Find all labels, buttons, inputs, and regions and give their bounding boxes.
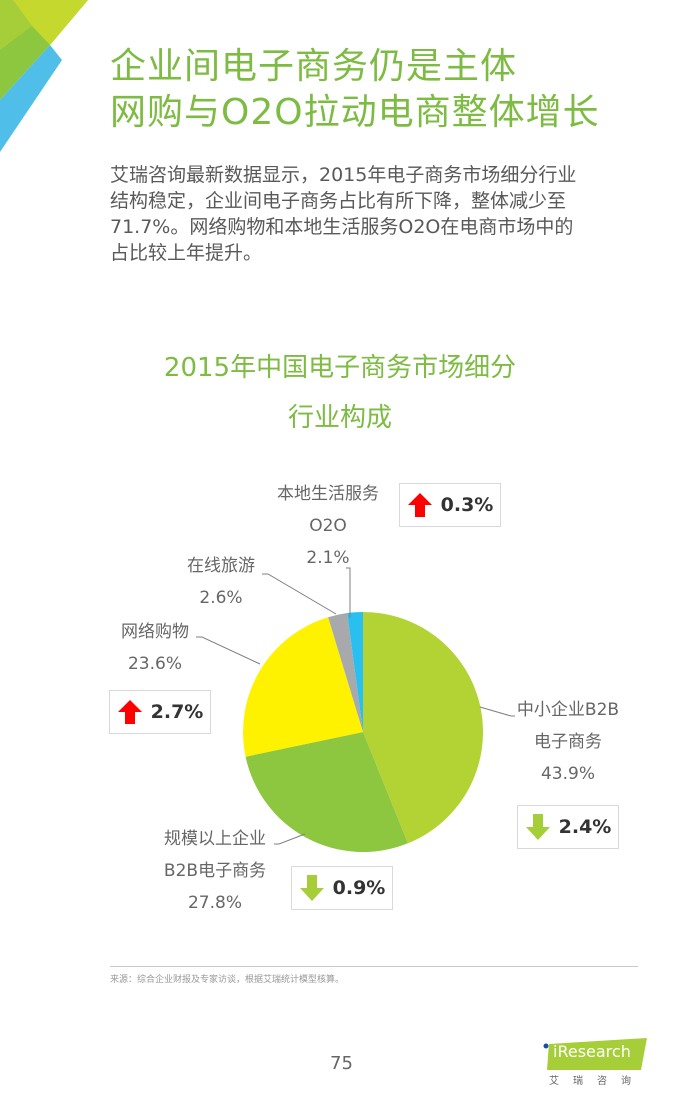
intro-line: 结构稳定，企业间电子商务占比有所下降，整体减少至 [110, 190, 567, 212]
chart-title: 2015年中国电子商务市场细分 行业构成 [0, 343, 680, 443]
arrow-up-icon [407, 493, 432, 517]
label-text: 规模以上企业 [164, 829, 266, 849]
label-text: 中小企业B2B [516, 700, 620, 720]
label-local-o2o: 本地生活服务 O2O 2.1% [258, 478, 398, 574]
corner-decoration [0, 0, 88, 152]
page-title: 企业间电子商务仍是主体 网购与O2O拉动电商整体增长 [110, 44, 600, 136]
arrow-down-icon [525, 814, 550, 840]
change-value: 2.4% [558, 816, 612, 838]
change-value: 0.9% [332, 877, 386, 899]
chart-title-line-2: 行业构成 [287, 403, 392, 433]
page-number: 75 [330, 1053, 353, 1074]
intro-line: 71.7%。网络购物和本地生活服务O2O在电商市场中的 [110, 216, 574, 238]
label-text: 本地生活服务 [277, 484, 379, 504]
source-note: 来源：综合企业财报及专家访谈，根据艾瑞统计模型核算。 [110, 975, 345, 985]
label-text: O2O [309, 516, 347, 536]
label-text: 网络购物 [121, 622, 189, 642]
chart-title-line-1: 2015年中国电子商务市场细分 [163, 353, 517, 383]
slice-local-o2o [347, 611, 363, 732]
logo-text: iResearch [553, 1042, 631, 1061]
slice-large-b2b [245, 732, 408, 853]
arrow-up-icon [117, 700, 142, 724]
change-box-sme-b2b: 2.4% [517, 805, 619, 849]
label-value: 2.1% [306, 548, 350, 568]
intro-line: 占比较上年提升。 [110, 242, 263, 264]
label-large-b2b: 规模以上企业 B2B电子商务 27.8% [150, 823, 280, 919]
source-divider [110, 966, 638, 967]
change-box-large-b2b: 0.9% [291, 866, 393, 910]
change-box-local-o2o: 0.3% [399, 483, 501, 527]
label-value: 27.8% [187, 893, 242, 913]
arrow-down-icon [299, 875, 324, 901]
iresearch-logo: iResearch 艾瑞咨询 [543, 1036, 653, 1096]
logo-subtitle: 艾瑞咨询 [549, 1076, 645, 1087]
label-online-shopping: 网络购物 23.6% [110, 616, 200, 680]
slice-online-travel [328, 613, 363, 732]
change-value: 2.7% [150, 701, 204, 723]
label-text: B2B电子商务 [163, 861, 267, 881]
slice-online-shopping [243, 617, 363, 757]
intro-paragraph: 艾瑞咨询最新数据显示，2015年电子商务市场细分行业 结构稳定，企业间电子商务占… [110, 162, 640, 266]
label-text: 在线旅游 [187, 556, 255, 576]
slice-sme-b2b [363, 612, 484, 844]
title-line-2: 网购与O2O拉动电商整体增长 [110, 92, 600, 133]
label-value: 23.6% [127, 654, 182, 674]
label-text: 电子商务 [534, 732, 602, 752]
label-value: 2.6% [199, 588, 243, 608]
logo-badge-icon [543, 1038, 647, 1070]
change-box-online-shopping: 2.7% [109, 690, 211, 734]
title-line-1: 企业间电子商务仍是主体 [110, 46, 518, 87]
change-value: 0.3% [440, 494, 494, 516]
label-online-travel: 在线旅游 2.6% [176, 550, 266, 614]
label-value: 43.9% [540, 764, 595, 784]
leader-lines [196, 567, 515, 845]
intro-line: 艾瑞咨询最新数据显示，2015年电子商务市场细分行业 [110, 164, 577, 186]
label-sme-b2b: 中小企业B2B 电子商务 43.9% [510, 694, 626, 790]
